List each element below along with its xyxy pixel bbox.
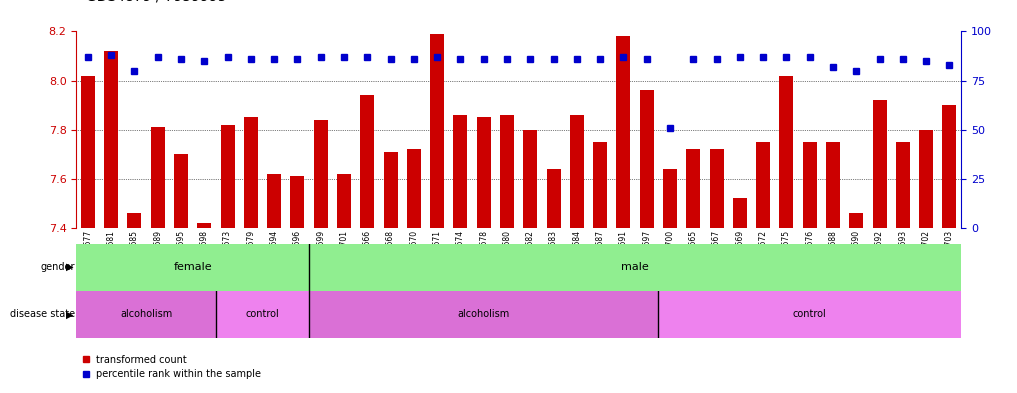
Text: GSM1085696: GSM1085696 [293,230,302,281]
Text: GSM1085667: GSM1085667 [712,230,721,281]
Text: control: control [793,309,827,320]
Text: GSM1085670: GSM1085670 [410,230,418,281]
Bar [663,169,677,393]
Bar [570,115,584,393]
Text: alcoholism: alcoholism [458,309,510,320]
Bar [593,142,607,393]
Bar [710,149,723,393]
Bar [360,95,374,393]
Text: GSM1085665: GSM1085665 [689,230,698,281]
Text: GSM1085684: GSM1085684 [573,230,582,281]
Bar [546,169,560,393]
Text: GSM1085682: GSM1085682 [526,230,535,281]
Bar [267,174,281,393]
Legend: transformed count, percentile rank within the sample: transformed count, percentile rank withi… [81,354,260,380]
Text: ▶: ▶ [66,309,73,320]
Bar [383,152,398,393]
Bar [477,118,491,393]
Text: GSM1085687: GSM1085687 [596,230,605,281]
Bar [151,127,165,393]
Bar [919,130,934,393]
Text: control: control [246,309,280,320]
Bar [244,118,258,393]
Text: male: male [621,262,649,272]
Text: alcoholism: alcoholism [120,309,172,320]
Bar [757,142,770,393]
Text: GSM1085691: GSM1085691 [619,230,627,281]
Text: GSM1085669: GSM1085669 [735,230,744,281]
Text: GSM1085697: GSM1085697 [642,230,651,281]
Text: GSM1085683: GSM1085683 [549,230,558,281]
Text: GSM1085668: GSM1085668 [386,230,396,281]
Bar [309,291,658,338]
Bar [640,90,654,393]
Text: GSM1085672: GSM1085672 [759,230,768,281]
Bar [76,244,309,291]
Bar [314,120,327,393]
Text: GSM1085703: GSM1085703 [945,230,954,281]
Bar [826,142,840,393]
Text: GSM1085693: GSM1085693 [898,230,907,281]
Bar [309,244,961,291]
Text: GSM1085666: GSM1085666 [363,230,372,281]
Bar [849,213,863,393]
Bar [174,154,188,393]
Bar [216,291,309,338]
Text: GSM1085679: GSM1085679 [246,230,255,281]
Bar [873,100,887,393]
Bar [407,149,421,393]
Bar [454,115,468,393]
Bar [76,291,216,338]
Bar [896,142,910,393]
Text: GSM1085677: GSM1085677 [83,230,93,281]
Text: GSM1085673: GSM1085673 [223,230,232,281]
Bar [943,105,956,393]
Bar [658,291,961,338]
Bar [104,51,118,393]
Bar [221,125,235,393]
Bar [291,176,304,393]
Text: ▶: ▶ [66,262,73,272]
Bar [337,174,351,393]
Text: GSM1085700: GSM1085700 [665,230,674,281]
Text: GSM1085699: GSM1085699 [316,230,325,281]
Text: GSM1085701: GSM1085701 [340,230,349,281]
Text: GSM1085702: GSM1085702 [921,230,931,281]
Text: GSM1085680: GSM1085680 [502,230,512,281]
Bar [216,291,309,338]
Text: GSM1085685: GSM1085685 [130,230,139,281]
Bar [197,223,212,393]
Text: GSM1085698: GSM1085698 [199,230,208,281]
Bar [127,213,141,393]
Bar [658,291,961,338]
Text: GSM1085676: GSM1085676 [805,230,815,281]
Bar [733,198,746,393]
Bar [500,115,514,393]
Bar [430,34,444,393]
Text: GSM1085681: GSM1085681 [107,230,116,281]
Text: GSM1085671: GSM1085671 [432,230,441,281]
Bar [616,36,631,393]
Text: GSM1085678: GSM1085678 [479,230,488,281]
Text: disease state: disease state [10,309,75,320]
Bar [81,76,95,393]
Text: GSM1085695: GSM1085695 [177,230,185,281]
Text: GSM1085688: GSM1085688 [829,230,838,281]
Bar [524,130,537,393]
Bar [802,142,817,393]
Text: female: female [173,262,212,272]
Text: GDS4879 / 7959995: GDS4879 / 7959995 [86,0,227,3]
Text: GSM1085689: GSM1085689 [154,230,163,281]
Text: GSM1085675: GSM1085675 [782,230,791,281]
Text: GSM1085692: GSM1085692 [875,230,884,281]
Text: GSM1085690: GSM1085690 [852,230,860,281]
Text: gender: gender [41,262,75,272]
Bar [779,76,793,393]
Bar [686,149,701,393]
Text: GSM1085674: GSM1085674 [456,230,465,281]
Text: GSM1085694: GSM1085694 [270,230,279,281]
